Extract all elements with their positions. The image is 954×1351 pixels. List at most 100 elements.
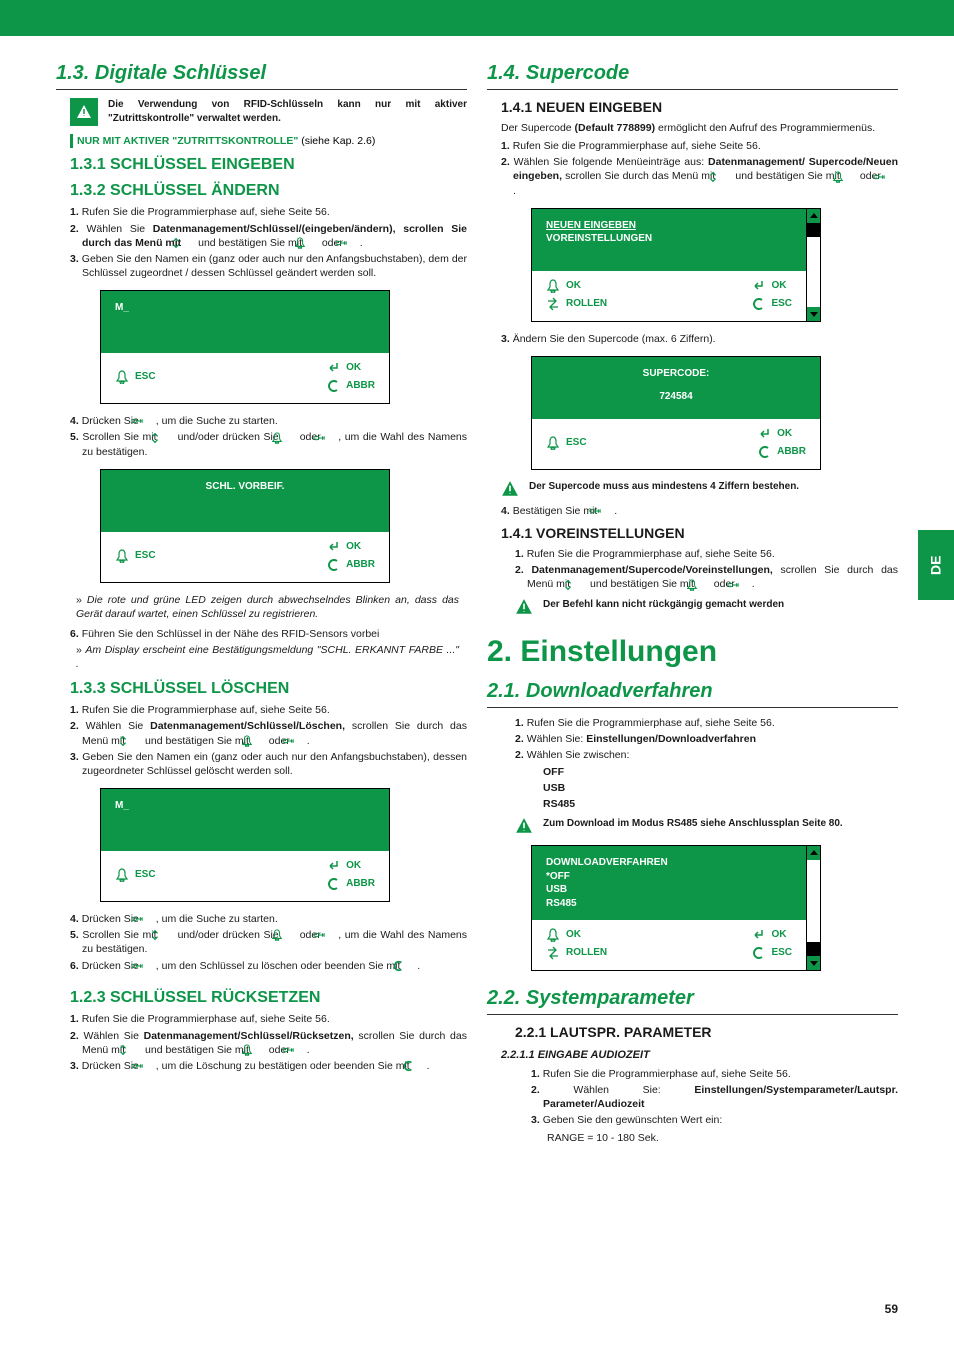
key-icon — [293, 1044, 307, 1056]
warning-icon — [70, 98, 98, 126]
bell-icon — [546, 928, 560, 942]
enter-icon — [326, 540, 340, 554]
top-green-bar — [0, 0, 954, 36]
display-text: M_ — [115, 800, 129, 811]
c-icon — [326, 877, 340, 891]
heading-1-3-3: 1.3.3 SCHLÜSSEL LÖSCHEN — [70, 678, 467, 700]
up-down-icon — [160, 432, 174, 444]
steps-list: 1. Rufen Sie die Programmierphase auf, s… — [515, 716, 898, 763]
paragraph: Der Supercode (Default 778899) ermöglich… — [501, 121, 898, 135]
heading-2-2-1: 2.2.1 LAUTSPR. PARAMETER — [515, 1023, 898, 1042]
section-2-2-title: 2.2. Systemparameter — [487, 985, 898, 1015]
key-icon — [600, 505, 614, 517]
scrollbar[interactable] — [806, 846, 820, 970]
bell-icon — [115, 868, 129, 882]
c-icon — [326, 558, 340, 572]
heading-1-3-1: 1.3.1 SCHLÜSSEL EINGEBEN — [70, 154, 467, 176]
bell-icon — [546, 436, 560, 450]
up-down-icon — [181, 237, 195, 249]
bell-icon — [115, 370, 129, 384]
warning-text: Der Supercode muss aus mindestens 4 Ziff… — [529, 480, 799, 494]
steps-list: 1. Rufen Sie die Programmierphase auf, s… — [70, 205, 467, 280]
option: RS485 — [543, 797, 898, 811]
section-2-1-title: 2.1. Downloadverfahren — [487, 678, 898, 708]
key-icon — [142, 960, 156, 972]
bell-icon — [697, 579, 711, 591]
bell-icon — [546, 279, 560, 293]
enter-icon — [751, 279, 765, 293]
display-panel-scroll: NEUEN EINGEBENVOREINSTELLUNGEN OK ROLLEN… — [531, 208, 821, 322]
scroll-thumb[interactable] — [807, 942, 820, 956]
key-icon — [142, 913, 156, 925]
page-number: 59 — [885, 1301, 898, 1317]
note-italic: » Die rote und grüne LED zeigen durch ab… — [76, 593, 459, 621]
display-line: *OFF — [546, 870, 792, 884]
display-line: RS485 — [546, 897, 792, 911]
scroll-up-icon[interactable] — [807, 209, 820, 223]
up-down-icon — [160, 929, 174, 941]
scroll-up-icon[interactable] — [807, 846, 820, 860]
warning-icon — [515, 598, 533, 616]
key-icon — [884, 171, 898, 183]
steps-list: 6. Führen Sie den Schlüssel in der Nähe … — [70, 627, 467, 641]
left-column: 1.3. Digitale Schlüssel Die Verwendung v… — [56, 60, 467, 1146]
heading-1-4-1v: 1.4.1 VOREINSTELLUNGEN — [501, 524, 898, 543]
range-text: RANGE = 10 - 180 Sek. — [547, 1131, 898, 1145]
option: OFF — [543, 765, 898, 779]
option: USB — [543, 781, 898, 795]
key-icon — [324, 432, 338, 444]
heading-2-2-1-1: 2.2.1.1 EINGABE AUDIOZEIT — [501, 1048, 898, 1063]
steps-list: 4. Drücken Sie , um die Suche zu starten… — [70, 912, 467, 973]
enter-icon — [757, 427, 771, 441]
display-panel: M_ ESC OK ABBR — [100, 788, 390, 902]
warning-text: Der Befehl kann nicht rückgängig gemacht… — [543, 598, 784, 612]
up-down-icon — [718, 171, 732, 183]
warning-text: Zum Download im Modus RS485 siehe Anschl… — [543, 817, 843, 831]
display-panel-scroll: DOWNLOADVERFAHREN *OFF USB RS485 OK ROLL… — [531, 845, 821, 971]
note-italic: » Am Display erscheint eine Bestätigungs… — [76, 643, 459, 671]
display-line: NEUEN EINGEBEN — [546, 219, 792, 233]
green-info-bar: NUR MIT AKTIVER "ZUTRITTSKONTROLLE" (sie… — [70, 134, 467, 148]
display-line: 724584 — [546, 390, 806, 404]
scrollbar[interactable] — [806, 209, 820, 321]
steps-list: 1. Rufen Sie die Programmierphase auf, s… — [70, 703, 467, 778]
steps-list: 1. Rufen Sie die Programmierphase auf, s… — [515, 547, 898, 592]
c-icon — [403, 960, 417, 972]
steps-list: 1. Rufen Sie die Programmierphase auf, s… — [70, 1012, 467, 1073]
key-icon — [738, 579, 752, 591]
key-icon — [142, 1060, 156, 1072]
steps-list: 1. Rufen Sie die Programmierphase auf, s… — [531, 1067, 898, 1128]
section-1-4-title: 1.4. Supercode — [487, 60, 898, 90]
section-1-3-title: 1.3. Digitale Schlüssel — [56, 60, 467, 90]
language-tab: DE — [918, 530, 954, 600]
key-icon — [142, 415, 156, 427]
bell-icon — [843, 171, 857, 183]
c-icon — [751, 297, 765, 311]
bell-icon — [282, 929, 296, 941]
warning-text: Die Verwendung von RFID-Schlüsseln kann … — [108, 98, 467, 125]
display-panel: M_ ESC OK ABBR — [100, 290, 390, 404]
scroll-down-icon[interactable] — [807, 956, 820, 970]
display-line: VOREINSTELLUNGEN — [546, 232, 792, 246]
enter-icon — [751, 928, 765, 942]
heading-1-3-2: 1.3.2 SCHLÜSSEL ÄNDERN — [70, 180, 467, 202]
up-down-icon — [128, 735, 142, 747]
warning-icon — [515, 817, 533, 835]
enter-icon — [326, 859, 340, 873]
bell-icon — [282, 432, 296, 444]
display-text: M_ — [115, 302, 129, 313]
warning-icon — [501, 480, 519, 498]
c-icon — [751, 946, 765, 960]
display-line: USB — [546, 883, 792, 897]
bell-icon — [305, 237, 319, 249]
display-text: SCHL. VORBEIF. — [206, 481, 285, 492]
scroll-down-icon[interactable] — [807, 307, 820, 321]
enter-icon — [326, 361, 340, 375]
steps-list: 4. Bestätigen Sie mit . — [501, 504, 898, 518]
up-down-icon — [128, 1044, 142, 1056]
chapter-2-title: 2. Einstellungen — [487, 632, 898, 673]
scroll-thumb[interactable] — [807, 223, 820, 237]
c-icon — [326, 379, 340, 393]
key-icon — [324, 929, 338, 941]
heading-1-2-3: 1.2.3 SCHLÜSSEL RÜCKSETZEN — [70, 987, 467, 1009]
